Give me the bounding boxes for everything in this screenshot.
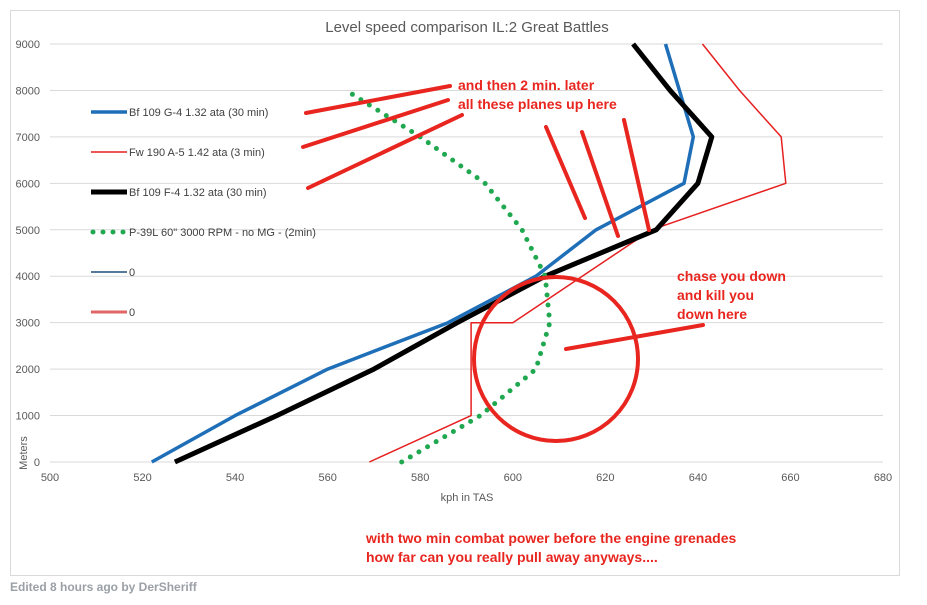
- y-tick-label: 1000: [16, 411, 40, 423]
- x-tick-label: 560: [318, 472, 336, 484]
- x-axis-label: kph in TAS: [441, 492, 494, 504]
- series-line-2: [173, 42, 715, 465]
- annotation-stroke: [544, 125, 587, 220]
- legend-label-4: 0: [129, 267, 135, 279]
- annotation-stroke: [622, 118, 651, 232]
- legend-label-5: 0: [129, 307, 135, 319]
- x-tick-label: 680: [874, 472, 892, 484]
- x-tick-label: 620: [596, 472, 614, 484]
- y-tick-label: 9000: [16, 39, 40, 51]
- legend-label-3: P-39L 60" 3000 RPM - no MG - (2min): [129, 227, 316, 239]
- x-tick-label: 580: [411, 472, 429, 484]
- annotation-text-middle: down here: [677, 306, 747, 322]
- annotation-stroke: [304, 84, 452, 115]
- y-tick-label: 7000: [16, 132, 40, 144]
- y-tick-label: 6000: [16, 178, 40, 190]
- x-tick-label: 540: [226, 472, 244, 484]
- y-tick-label: 5000: [16, 225, 40, 237]
- legend-label-1: Fw 190 A-5 1.42 ata (3 min): [129, 147, 265, 159]
- x-tick-label: 500: [41, 472, 59, 484]
- annotation-stroke: [580, 130, 620, 238]
- x-tick-label: 600: [504, 472, 522, 484]
- annotation-stroke: [301, 98, 450, 149]
- annotation-text-middle: and kill you: [677, 287, 754, 303]
- y-tick-label: 3000: [16, 318, 40, 330]
- edit-note: Edited 8 hours ago by DerSheriff: [10, 580, 197, 594]
- y-tick-label: 4000: [16, 271, 40, 283]
- legend-label-2: Bf 109 F-4 1.32 ata (30 min): [129, 187, 267, 199]
- x-tick-label: 640: [689, 472, 707, 484]
- legend-label-0: Bf 109 G-4 1.32 ata (30 min): [129, 107, 268, 119]
- y-tick-label: 8000: [16, 85, 40, 97]
- y-tick-label: 2000: [16, 364, 40, 376]
- chart-title: Level speed comparison IL:2 Great Battle…: [325, 19, 609, 36]
- annotation-text-top: and then 2 min. later: [458, 77, 595, 93]
- annotation-text-middle: chase you down: [677, 268, 786, 284]
- annotation-stroke: [306, 113, 464, 190]
- x-tick-label: 520: [133, 472, 151, 484]
- annotation-text-bottom: how far can you really pull away anyways…: [366, 549, 658, 565]
- annotation-text-bottom: with two min combat power before the eng…: [365, 530, 736, 546]
- x-tick-label: 660: [781, 472, 799, 484]
- annotation-circle: [472, 275, 640, 443]
- y-axis-label: Meters: [18, 436, 30, 470]
- series-line-0: [150, 43, 696, 464]
- annotation-text-top: all these planes up here: [458, 96, 617, 112]
- y-tick-label: 0: [34, 457, 40, 469]
